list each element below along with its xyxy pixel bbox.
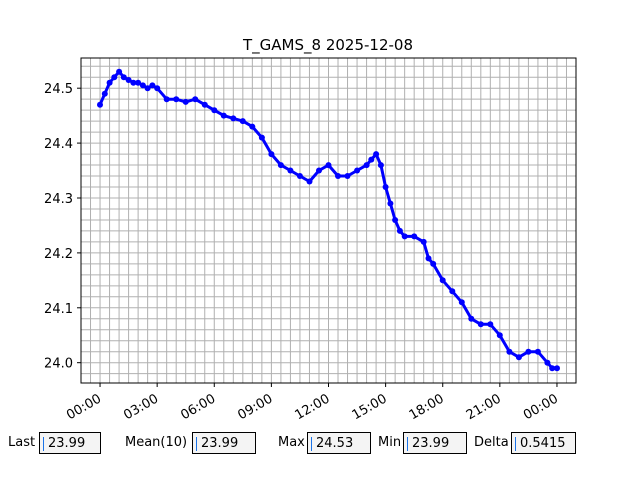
- data-point: [515, 354, 522, 361]
- data-point: [192, 96, 199, 103]
- x-tick-label: 00:00: [521, 391, 561, 420]
- data-point: [163, 96, 170, 103]
- chart: T_GAMS_8 2025-12-08 24.0 24.1 24.2 24.3 24.4…: [44, 36, 577, 420]
- data-point: [144, 85, 151, 92]
- delta-value-field[interactable]: 0.5415: [511, 432, 576, 454]
- min-label: Min: [378, 435, 402, 450]
- x-axis: 00:00 03:00 06:00 09:00 12:00 15:00 18:00 21:00…: [64, 383, 561, 420]
- data-point: [411, 233, 418, 240]
- data-point: [477, 321, 484, 328]
- data-point: [377, 162, 384, 169]
- data-point: [139, 82, 146, 89]
- data-point: [239, 118, 246, 125]
- data-point: [268, 151, 275, 158]
- data-point: [182, 98, 189, 105]
- data-point: [296, 173, 303, 179]
- y-axis: 24.0 24.1 24.2 24.3 24.4 24.5: [44, 82, 81, 372]
- data-point: [120, 74, 127, 81]
- data-point: [230, 115, 237, 122]
- data-point: [201, 101, 208, 108]
- x-tick-label: 03:00: [121, 391, 161, 420]
- data-point: [130, 79, 137, 86]
- data-point: [468, 315, 475, 322]
- data-point: [554, 365, 560, 372]
- data-point: [396, 227, 403, 234]
- max-label: Max: [278, 435, 305, 450]
- data-point: [506, 348, 513, 355]
- data-point: [458, 299, 465, 306]
- data-point: [306, 178, 313, 185]
- data-point: [344, 173, 351, 179]
- data-point: [439, 277, 446, 284]
- data-point: [335, 173, 341, 179]
- data-point: [249, 123, 256, 130]
- data-point: [525, 348, 532, 355]
- delta-label: Delta: [474, 435, 509, 450]
- x-tick-label: 21:00: [464, 391, 504, 420]
- data-point: [425, 255, 432, 262]
- max-value-field[interactable]: 24.53: [307, 432, 371, 454]
- x-tick-label: 18:00: [407, 391, 447, 420]
- data-point: [154, 85, 161, 92]
- data-point: [544, 359, 551, 366]
- data-point: [106, 79, 113, 86]
- y-tick-label: 24.0: [44, 357, 73, 372]
- min-value-field[interactable]: 23.99: [403, 432, 467, 454]
- data-point: [401, 233, 408, 240]
- data-point: [487, 321, 494, 328]
- last-value-field[interactable]: 23.99: [39, 432, 101, 454]
- data-point: [496, 332, 503, 339]
- y-tick-label: 24.2: [44, 247, 73, 262]
- last-label: Last: [8, 435, 36, 450]
- x-tick-label: 15:00: [350, 391, 390, 420]
- data-point: [149, 82, 156, 89]
- y-tick-label: 24.1: [44, 302, 73, 317]
- data-point: [382, 184, 389, 190]
- data-point: [125, 77, 132, 83]
- data-point: [116, 68, 123, 75]
- y-tick-label: 24.5: [44, 82, 73, 97]
- data-point: [430, 260, 437, 267]
- data-point: [325, 162, 332, 169]
- data-point: [316, 167, 322, 174]
- data-point: [173, 96, 180, 103]
- x-tick-label: 00:00: [64, 391, 104, 420]
- data-point: [449, 288, 456, 295]
- data-point: [387, 200, 394, 207]
- data-point: [97, 101, 103, 108]
- x-tick-label: 09:00: [235, 391, 275, 420]
- data-point: [111, 74, 118, 81]
- data-series: [97, 68, 560, 372]
- data-point: [277, 162, 284, 169]
- data-point: [287, 167, 294, 174]
- grid: [81, 58, 576, 383]
- data-point: [258, 134, 265, 141]
- data-point: [354, 167, 361, 174]
- x-tick-label: 12:00: [293, 391, 333, 420]
- data-point: [101, 90, 108, 97]
- data-point: [420, 238, 427, 245]
- y-tick-label: 24.3: [44, 192, 73, 207]
- data-point: [220, 112, 227, 119]
- y-tick-label: 24.4: [44, 137, 73, 152]
- data-point: [363, 162, 370, 169]
- data-point: [549, 365, 556, 372]
- mean-value-field[interactable]: 23.99: [192, 432, 256, 454]
- data-point: [373, 151, 380, 158]
- x-tick-label: 06:00: [178, 391, 218, 420]
- chart-title: T_GAMS_8 2025-12-08: [242, 36, 413, 55]
- data-point: [211, 107, 218, 114]
- data-point: [135, 79, 142, 86]
- data-point: [392, 217, 399, 223]
- data-point: [368, 156, 375, 163]
- mean-label: Mean(10): [125, 435, 188, 450]
- data-point: [534, 348, 541, 355]
